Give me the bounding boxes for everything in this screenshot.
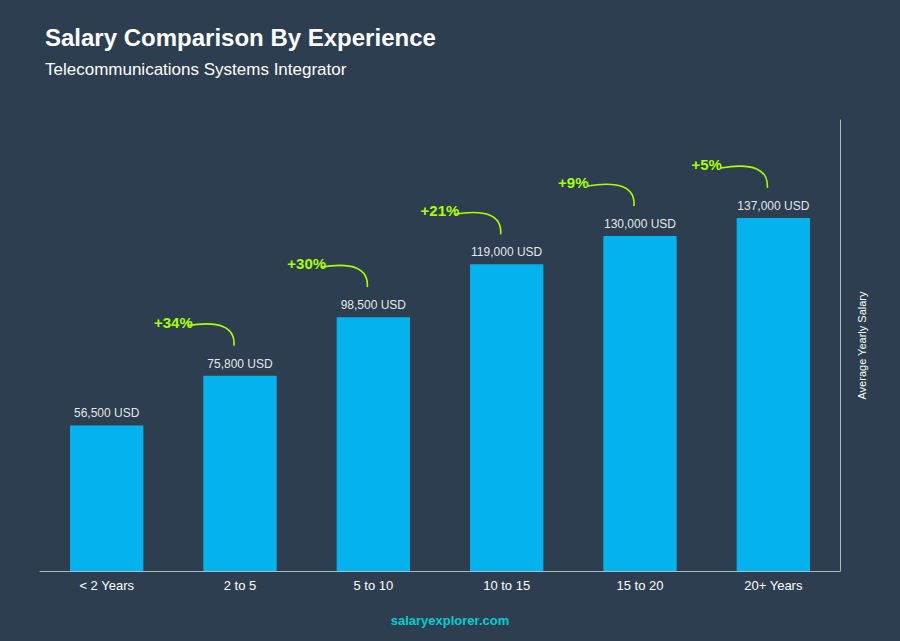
svg-text:20+ Years: 20+ Years (744, 578, 803, 593)
svg-text:+5%: +5% (691, 156, 721, 173)
svg-text:137,000 USD: 137,000 USD (737, 199, 809, 213)
svg-text:+9%: +9% (558, 174, 588, 191)
svg-text:75,800 USD: 75,800 USD (207, 357, 273, 371)
svg-text:15 to 20: 15 to 20 (617, 578, 664, 593)
svg-text:+34%: +34% (154, 314, 193, 331)
svg-text:56,500 USD: 56,500 USD (74, 406, 140, 420)
svg-text:10 to 15: 10 to 15 (483, 578, 530, 593)
svg-text:Telecommunications Systems Int: Telecommunications Systems Integrator (45, 60, 347, 79)
svg-text:2 to 5: 2 to 5 (224, 578, 257, 593)
svg-text:98,500 USD: 98,500 USD (341, 298, 407, 312)
svg-text:+30%: +30% (287, 255, 326, 272)
svg-text:+21%: +21% (421, 202, 460, 219)
svg-text:< 2 Years: < 2 Years (79, 578, 134, 593)
svg-text:5 to 10: 5 to 10 (353, 578, 393, 593)
svg-text:Average Yearly Salary: Average Yearly Salary (856, 291, 868, 400)
svg-text:130,000 USD: 130,000 USD (604, 217, 676, 231)
svg-text:119,000 USD: 119,000 USD (471, 245, 542, 259)
svg-text:Salary Comparison By Experienc: Salary Comparison By Experience (45, 24, 436, 51)
svg-text:salaryexplorer.com: salaryexplorer.com (391, 613, 510, 628)
